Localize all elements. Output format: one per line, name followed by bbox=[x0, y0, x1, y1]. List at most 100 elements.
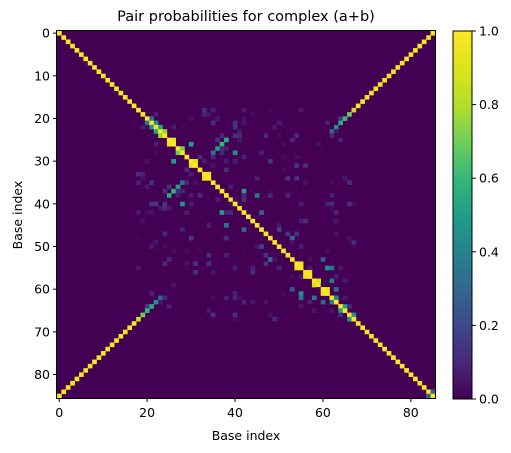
heatmap-cell bbox=[329, 265, 335, 271]
heatmap-cell bbox=[127, 325, 133, 331]
heatmap-cell bbox=[162, 133, 168, 138]
heatmap-cell bbox=[136, 210, 141, 215]
heatmap-cell bbox=[57, 31, 62, 36]
heatmap-cell bbox=[219, 150, 225, 156]
heatmap-cell bbox=[193, 261, 198, 267]
y-tick-label: 10 bbox=[34, 68, 50, 83]
heatmap-cell bbox=[144, 120, 150, 126]
heatmap-cell bbox=[118, 90, 124, 96]
heatmap-cell bbox=[329, 278, 335, 284]
y-tick-label: 20 bbox=[34, 111, 50, 126]
heatmap-cell bbox=[171, 137, 176, 143]
heatmap-cell bbox=[215, 146, 220, 151]
heatmap-cell bbox=[136, 235, 141, 241]
heatmap-cell bbox=[263, 252, 269, 258]
colorbar-tick-label: 0.0 bbox=[479, 392, 499, 407]
heatmap-cell bbox=[188, 116, 194, 121]
heatmap-cell bbox=[149, 244, 154, 249]
heatmap-cell bbox=[114, 86, 119, 92]
heatmap-cell bbox=[228, 184, 234, 190]
heatmap-cell bbox=[74, 376, 80, 382]
heatmap-cell bbox=[289, 257, 295, 262]
heatmap-cell bbox=[298, 291, 304, 296]
heatmap-cell bbox=[303, 180, 308, 185]
heatmap-cell bbox=[197, 167, 203, 173]
heatmap-cell bbox=[421, 385, 427, 390]
heatmap-cell bbox=[259, 227, 264, 232]
heatmap-cell bbox=[232, 150, 238, 156]
heatmap-cell bbox=[241, 188, 247, 194]
heatmap-cell bbox=[237, 129, 242, 134]
x-tick-label: 0 bbox=[55, 405, 63, 420]
heatmap-cell bbox=[360, 99, 365, 104]
x-tick-label: 60 bbox=[315, 405, 331, 420]
colorbar-tick-label: 0.2 bbox=[479, 318, 499, 333]
heatmap-cell bbox=[232, 312, 238, 318]
heatmap-cell bbox=[202, 112, 207, 117]
heatmap-cell bbox=[188, 141, 194, 147]
heatmap-cell bbox=[369, 90, 374, 96]
heatmap-cell bbox=[188, 235, 194, 241]
heatmap-cell bbox=[180, 124, 185, 130]
heatmap-cell bbox=[210, 154, 216, 160]
heatmap-cell bbox=[70, 43, 75, 49]
heatmap-cell bbox=[153, 141, 159, 147]
heatmap-cell bbox=[320, 282, 326, 288]
heatmap-cell bbox=[166, 257, 172, 262]
heatmap-cell bbox=[351, 240, 357, 245]
heatmap-cell bbox=[413, 48, 418, 53]
heatmap-cell bbox=[65, 385, 71, 390]
heatmap-cell bbox=[162, 205, 168, 211]
heatmap-cell bbox=[162, 188, 168, 194]
heatmap-cell bbox=[241, 120, 247, 126]
heatmap-cell bbox=[193, 159, 198, 164]
heatmap-cell bbox=[162, 261, 168, 267]
heatmap-cell bbox=[289, 287, 295, 292]
heatmap-cell bbox=[149, 201, 154, 207]
heatmap-cell bbox=[74, 48, 80, 53]
heatmap-cell bbox=[140, 112, 146, 117]
heatmap-cell bbox=[303, 218, 308, 224]
heatmap-cell bbox=[202, 159, 207, 164]
heatmap-cell bbox=[276, 265, 282, 271]
heatmap-cell bbox=[404, 56, 409, 62]
heatmap-cell bbox=[338, 312, 343, 318]
heatmap-cell bbox=[342, 295, 348, 301]
colorbar bbox=[452, 30, 473, 400]
heatmap-cell bbox=[57, 393, 62, 399]
heatmap-cell bbox=[281, 291, 286, 296]
heatmap-cell bbox=[228, 210, 234, 215]
heatmap-cell bbox=[333, 295, 339, 301]
heatmap-cell bbox=[254, 223, 260, 228]
heatmap-cell bbox=[281, 248, 286, 254]
heatmap-cell bbox=[281, 167, 286, 173]
heatmap-cell bbox=[228, 197, 234, 202]
heatmap-cell bbox=[267, 193, 273, 198]
heatmap-cell bbox=[65, 39, 71, 45]
heatmap-cell bbox=[210, 107, 216, 113]
heatmap-cell bbox=[158, 295, 163, 301]
heatmap-cell bbox=[408, 372, 414, 377]
heatmap-cell bbox=[153, 240, 159, 245]
plot-frame bbox=[56, 30, 436, 399]
heatmap-cell bbox=[329, 129, 335, 134]
heatmap-cell bbox=[267, 257, 273, 262]
heatmap-cell bbox=[250, 112, 256, 117]
heatmap-cell bbox=[127, 99, 133, 104]
heatmap-cell bbox=[338, 304, 343, 309]
heatmap-cell bbox=[92, 65, 97, 70]
heatmap-cell bbox=[298, 201, 304, 207]
heatmap-cell bbox=[184, 261, 190, 267]
heatmap-cell bbox=[311, 308, 317, 313]
heatmap-cell bbox=[188, 159, 194, 164]
heatmap-cell bbox=[386, 351, 392, 356]
heatmap-cell bbox=[219, 141, 225, 147]
heatmap-cell bbox=[237, 205, 242, 211]
heatmap-cell bbox=[338, 137, 343, 143]
heatmap-cell bbox=[140, 124, 146, 130]
heatmap-cell bbox=[202, 171, 207, 177]
heatmap-cell bbox=[61, 389, 67, 395]
heatmap-cell bbox=[298, 295, 304, 301]
heatmap-cell bbox=[188, 163, 194, 168]
